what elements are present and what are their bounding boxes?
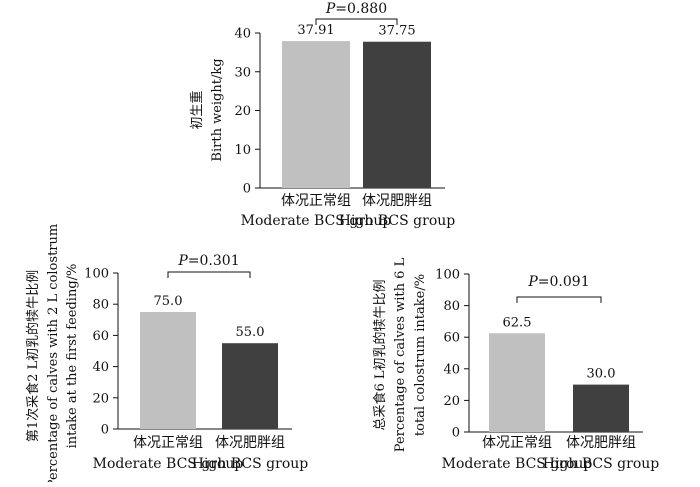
y-tick-label: 40 [234, 27, 251, 42]
chart-panel-2: 0 20 40 60 80 100 75.0 体况正常组 Moderate BCS group 5… [25, 224, 309, 487]
x-category-label: High BCS group [192, 456, 309, 472]
significance-bracket [315, 18, 398, 25]
y-axis-label: Percentage of calves with 2 L colostrum [46, 224, 61, 482]
data-label: 55.0 [236, 325, 265, 340]
x-category-label: Moderate BCS group [241, 213, 392, 229]
data-label: 37.91 [297, 23, 334, 38]
y-axis-label: 第1次采食2 L初乳的犊牛比例 [25, 270, 41, 442]
bar [573, 384, 629, 432]
y-tick-label: 60 [92, 329, 109, 344]
y-tick-label: 80 [443, 299, 460, 314]
x-category-label: High BCS group [543, 456, 660, 472]
data-label: 75.0 [154, 294, 183, 309]
significance-bracket [167, 271, 251, 278]
data-label: 30.0 [587, 367, 616, 382]
x-category-label: 体况正常组 [133, 435, 203, 451]
x-category-label: 体况正常组 [281, 193, 351, 209]
x-category-label: 体况肥胖组 [362, 193, 432, 209]
y-tick-label: 0 [243, 182, 251, 197]
p-value-annotation: P=0.301 [177, 253, 239, 269]
y-tick-label: 20 [443, 394, 460, 409]
p-value-annotation: P=0.091 [527, 274, 589, 290]
x-category-label: Moderate BCS group [442, 456, 593, 472]
bar [363, 41, 431, 188]
bar [222, 343, 278, 429]
y-tick-label: 60 [443, 331, 460, 346]
y-axis-label: Birth weight/kg [210, 58, 225, 161]
x-category-label: High BCS group [339, 213, 456, 229]
y-tick-label: 40 [92, 360, 109, 375]
x-category-label: 体况正常组 [482, 435, 552, 451]
y-tick-label: 80 [92, 298, 109, 313]
chart-panel-1: 0 10 20 30 40 37.91 体况正常组 Moderate BCS group 37.… [189, 1, 455, 229]
y-tick-label: 10 [234, 143, 251, 158]
data-label: 37.75 [378, 24, 415, 39]
chart-panel-3: 0 20 40 60 80 100 62.5 体况正常组 Moderate BCS group 3… [372, 257, 659, 472]
bar [140, 312, 196, 429]
y-axis-label: intake at the first feeding/% [65, 264, 80, 449]
y-tick-label: 20 [92, 391, 109, 406]
x-category-label: 体况肥胖组 [215, 435, 285, 451]
significance-bracket [516, 296, 602, 303]
x-category-label: Moderate BCS group [93, 456, 244, 472]
y-axis-label: total colostrum intake/% [413, 274, 428, 436]
y-tick-label: 100 [435, 268, 460, 283]
p-value-annotation: P=0.880 [325, 1, 387, 17]
bar [282, 41, 350, 188]
data-label: 62.5 [503, 315, 532, 330]
y-tick-label: 40 [443, 362, 460, 377]
y-tick-label: 0 [452, 426, 460, 441]
bar [489, 333, 545, 432]
y-tick-label: 20 [234, 104, 251, 119]
y-tick-label: 0 [101, 423, 109, 438]
y-tick-label: 100 [84, 267, 109, 282]
y-tick-label: 30 [234, 65, 251, 80]
y-axis-label: 总采食6 L初乳的犊牛比例 [372, 279, 388, 430]
y-axis-label: 初生重 [189, 90, 205, 129]
y-axis-label: Percentage of calves with 6 L [393, 257, 408, 452]
x-category-label: 体况肥胖组 [566, 435, 636, 451]
